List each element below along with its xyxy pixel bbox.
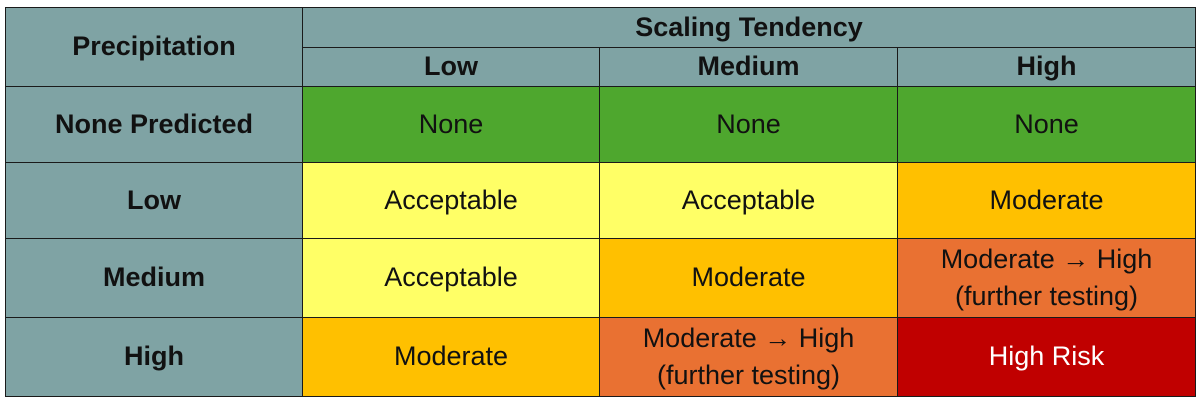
cell-text: Moderate → High [642,322,855,353]
cell-note: (further testing) [656,360,841,390]
cell-text: None [1014,108,1079,139]
table-cell: None [599,86,898,163]
table-cell: Acceptable [599,162,898,239]
row-header-low: Low [5,162,303,239]
group-header: Scaling Tendency [302,7,1196,48]
table-cell: None [897,86,1196,163]
cell-text: Acceptable [384,262,518,293]
corner-header: Precipitation [5,7,303,87]
corner-label: Precipitation [72,31,236,62]
cell-text: Moderate [989,184,1104,215]
cell-note: (further testing) [954,281,1139,311]
group-header-label: Scaling Tendency [635,11,863,42]
table-cell: Acceptable [302,162,600,239]
cell-text: Moderate [691,262,806,293]
cell-text: High Risk [988,341,1105,372]
column-header-high: High [897,47,1196,87]
table-cell: Moderate [302,317,600,397]
table-cell: High Risk [897,317,1196,397]
cell-text: Moderate [393,341,509,372]
table-cell: None [302,86,600,163]
cell-text: Acceptable [681,184,816,215]
column-header-low: Low [302,47,600,87]
row-header-none-predicted: None Predicted [5,86,303,163]
column-header-medium: Medium [599,47,898,87]
table-cell: Moderate → High (further testing) [897,238,1196,318]
risk-matrix-table: Precipitation Scaling Tendency Low Mediu… [5,7,1196,397]
table-cell: Moderate [897,162,1196,239]
table-cell: Moderate [599,238,898,318]
row-header-high: High [5,317,303,397]
cell-text: Moderate → High [940,243,1153,274]
table-cell: Moderate → High (further testing) [599,317,898,397]
cell-text: None [418,108,484,139]
cell-text: Acceptable [384,184,518,215]
table-cell: Acceptable [302,238,600,318]
row-header-medium: Medium [5,238,303,318]
cell-text: None [716,108,781,139]
